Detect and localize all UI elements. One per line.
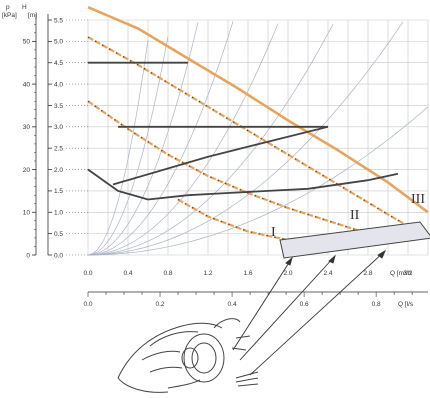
- y-tick-label-h: 1.5: [54, 188, 63, 195]
- series-line-2: [87, 100, 389, 242]
- x-tick-label-ls: 0.8: [372, 301, 381, 308]
- x-tick-label-m3h: 1.6: [243, 270, 252, 277]
- x-tick-label-ls: 0.2: [156, 301, 165, 308]
- x-tick-label-m3h: 2.4: [323, 270, 332, 277]
- y-tick-label-h: 2.5: [54, 145, 63, 152]
- y-tick-label-h: 0.0: [54, 252, 63, 259]
- series-line-0: [87, 6, 429, 214]
- y-tick-label-h: 5.0: [54, 39, 63, 46]
- y-axis-unit-kpa: [kPa]: [2, 12, 17, 19]
- x-tick-label-ls: 0.0: [83, 301, 92, 308]
- system-curves-layer: [87, 21, 429, 256]
- x-tick-label-m3h: 2.0: [283, 270, 292, 277]
- hand-knob-illustration: [117, 318, 259, 393]
- system-curve: [88, 106, 429, 256]
- y-tick-label-p: 40: [23, 81, 31, 88]
- series-line-2-dots: [87, 100, 389, 241]
- series-line-1: [87, 36, 429, 239]
- x-tick-label-m3h: 0.0: [83, 270, 92, 277]
- x-tick-label-m3h: 0.8: [163, 270, 172, 277]
- y-tick-label-p: 30: [23, 124, 31, 131]
- system-curve: [87, 21, 234, 256]
- speed-selector-bar: [279, 221, 430, 259]
- x-tick-label-m3h: 3.2: [403, 270, 412, 277]
- y-tick-label-p: 0: [26, 252, 30, 259]
- series-line-3: [177, 198, 309, 245]
- x-axis-unit-m3h: Q [m³/h: [390, 270, 412, 277]
- pointer-arrows: [232, 249, 386, 376]
- y-tick-label-h: 3.0: [54, 124, 63, 131]
- y-tick-label-h: 3.5: [54, 103, 63, 110]
- y-tick-label-h: 4.0: [54, 81, 63, 88]
- y-tick-label-p: 50: [23, 39, 31, 46]
- system-curve: [87, 36, 169, 256]
- system-curve: [87, 24, 334, 256]
- speed-label-3: III: [411, 192, 425, 207]
- system-curve: [87, 39, 149, 256]
- series-line-3-dots: [177, 199, 309, 244]
- y-axis-symbol-h: H: [22, 4, 27, 11]
- series-line-4: [87, 168, 399, 201]
- system-curve: [87, 22, 199, 256]
- y-tick-label-h: 2.0: [54, 167, 63, 174]
- x-tick-label-ls: 0.4: [228, 301, 237, 308]
- x-tick-label-ls: 0.6: [300, 301, 309, 308]
- y-tick-label-h: 1.0: [54, 210, 63, 217]
- y-tick-label-h: 4.5: [54, 60, 63, 67]
- series-layer: [87, 6, 429, 245]
- axes-layer: 0.0 0.5 1.0 1.5 2.0 2.5 3.0 3.5 4.0 4.5 5.0 5.5 0 10 2…: [23, 14, 428, 308]
- speed-label-1: I: [271, 225, 276, 240]
- x-tick-label-m3h: 0.4: [123, 270, 132, 277]
- y-axis-symbol-p: p: [6, 4, 10, 11]
- series-line-5: [112, 125, 329, 186]
- y-tick-label-p: 10: [23, 210, 31, 217]
- x-tick-label-m3h: 1.2: [203, 270, 212, 277]
- y-tick-label-h: 0.5: [54, 231, 63, 238]
- x-tick-label-m3h: 2.8: [363, 270, 372, 277]
- x-axis-unit-ls: Q [l/s: [398, 301, 414, 308]
- y-tick-label-p: 20: [23, 167, 31, 174]
- system-curve: [87, 21, 404, 256]
- y-tick-label-h: 5.5: [54, 17, 63, 24]
- speed-label-2: II: [350, 208, 360, 223]
- y-axis-unit-m: [m]: [28, 12, 37, 19]
